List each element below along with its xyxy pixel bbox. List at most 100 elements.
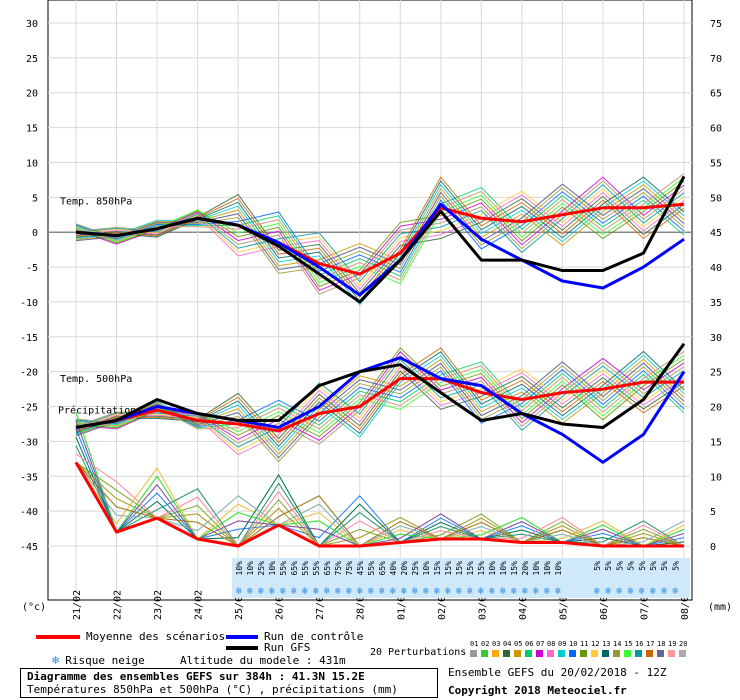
pert-color-cell xyxy=(646,650,653,657)
snowflake-icon: ❄ xyxy=(616,586,623,597)
snow-risk-band: 10% ❄ 10% ❄ 25% ❄ 10% ❄ 55% ❄ 65% ❄ 55% ❄ 55% ❄ 65% ❄ 75% ❄… xyxy=(232,558,690,598)
x-tick-label: 01/03 xyxy=(396,590,407,620)
legend-mean-label: Moyenne des scénarios xyxy=(86,630,226,643)
snowflake-icon: ❄ xyxy=(335,586,342,597)
perturbation-line xyxy=(75,180,685,295)
pert-number: 19 xyxy=(668,640,677,648)
snowflake-icon: ❄ xyxy=(456,586,463,597)
legend-gfs: Run GFS xyxy=(226,641,310,654)
snowflake-icon: ❄ xyxy=(661,586,668,597)
snow-pct: 55% xyxy=(279,561,288,576)
snow-pct: 20% xyxy=(521,561,530,576)
left-tick-label: -35 xyxy=(20,472,38,483)
snow-pct: 20% xyxy=(400,561,409,576)
legend-mean-swatch xyxy=(36,635,80,639)
x-tick-label: 24/02 xyxy=(194,590,205,620)
snowflake-icon: ❄ xyxy=(522,586,529,597)
snowflake-icon: ❄ xyxy=(401,586,408,597)
x-tick-label: 27/02 xyxy=(315,590,326,620)
annotation-850hpa: Temp. 850hPa xyxy=(60,196,132,207)
snow-pct: 5% xyxy=(604,561,613,571)
snowflake-icon: ❄ xyxy=(445,586,452,597)
pert-number: 20 xyxy=(679,640,688,648)
left-tick-label: 30 xyxy=(26,19,38,30)
pert-number: 13 xyxy=(602,640,611,648)
snow-pct: 15% xyxy=(433,561,442,576)
snow-pct: 65% xyxy=(323,561,332,576)
legend-gfs-label: Run GFS xyxy=(264,641,311,654)
left-axis-unit: (°c) xyxy=(22,602,46,613)
pert-color-cell xyxy=(525,650,532,657)
pert-color-cell xyxy=(569,650,576,657)
snowflake-icon: ❄ xyxy=(489,586,496,597)
snowflake-icon: ❄ xyxy=(379,586,386,597)
right-tick-label: 15 xyxy=(710,437,722,448)
snowflake-icon: ❄ xyxy=(605,586,612,597)
pert-color-cell xyxy=(470,650,477,657)
right-tick-label: 10 xyxy=(710,472,722,483)
snow-pct: 5% xyxy=(627,561,636,571)
perturbation-line xyxy=(75,453,685,547)
snow-pct: 15% xyxy=(477,561,486,576)
x-axis: 21/02 22/02 23/02 24/02 25/02 26/02 27/02 28/02… xyxy=(72,590,691,620)
snow-pct: 40% xyxy=(389,561,398,576)
right-tick-label: 30 xyxy=(710,333,722,344)
legend-perturbations: 20 Perturbations xyxy=(370,647,467,658)
perturbation-line xyxy=(75,176,685,292)
snowflake-icon: ❄ xyxy=(544,586,551,597)
snowflake-icon: ❄ xyxy=(346,586,353,597)
snowflake-icon: ❄ xyxy=(324,586,331,597)
info-subtitle: Températures 850hPa et 500hPa (°C) , pré… xyxy=(27,683,398,696)
pert-color-cell xyxy=(679,650,686,657)
legend-mean: Moyenne des scénarios xyxy=(36,630,225,643)
left-tick-label: -10 xyxy=(20,298,38,309)
pert-number: 01 xyxy=(470,640,479,648)
right-tick-label: 55 xyxy=(710,158,722,169)
series-line-850hPa xyxy=(75,175,686,304)
right-tick-label: 50 xyxy=(710,193,722,204)
snowflake-icon: ❄ xyxy=(434,586,441,597)
pert-number: 08 xyxy=(547,640,556,648)
legend-control-swatch xyxy=(226,635,258,639)
x-tick-label: 23/02 xyxy=(153,590,164,620)
snow-pct: 10% xyxy=(499,561,508,576)
pert-number: 03 xyxy=(492,640,501,648)
pert-number: 15 xyxy=(624,640,633,648)
x-tick-label: 28/02 xyxy=(356,590,367,620)
snow-pct: 5% xyxy=(638,561,647,571)
right-tick-label: 0 xyxy=(710,542,716,553)
snow-pct: 5% xyxy=(615,561,624,571)
snow-pct: 10% xyxy=(268,561,277,576)
snow-pct: 75% xyxy=(334,561,343,576)
perturbation-line xyxy=(75,176,685,298)
legend-area: Moyenne des scénarios Run de contrôle Ru… xyxy=(0,628,740,700)
pert-color-cell xyxy=(547,650,554,657)
pert-color-cell xyxy=(602,650,609,657)
snow-pct: 10% xyxy=(488,561,497,576)
snowflake-icon: ❄ xyxy=(478,586,485,597)
snow-pct: 5% xyxy=(593,561,602,571)
pert-color-cell xyxy=(624,650,631,657)
right-tick-label: 35 xyxy=(710,298,722,309)
perturbation-line xyxy=(75,462,685,547)
perturbation-line xyxy=(75,193,685,294)
right-tick-label: 40 xyxy=(710,263,722,274)
perturbation-line xyxy=(75,173,685,281)
pert-number: 05 xyxy=(514,640,523,648)
pert-color-cell xyxy=(558,650,565,657)
left-tick-label: -45 xyxy=(20,542,38,553)
x-tick-label: 03/03 xyxy=(477,590,488,620)
annotation-precip: Précipitations xyxy=(58,405,142,417)
series-line-500hPa xyxy=(75,342,686,429)
pert-number: 09 xyxy=(558,640,567,648)
right-tick-label: 75 xyxy=(710,19,722,30)
legend-control: Run de contrôle xyxy=(226,630,363,643)
snowflake-icon: ❄ xyxy=(247,586,254,597)
snowflake-icon: ❄ xyxy=(423,586,430,597)
left-tick-label: 10 xyxy=(26,158,38,169)
perturbation-line xyxy=(75,351,685,430)
snow-pct: 75% xyxy=(345,561,354,576)
series-line-500hPa xyxy=(75,356,686,464)
pert-color-cell xyxy=(492,650,499,657)
